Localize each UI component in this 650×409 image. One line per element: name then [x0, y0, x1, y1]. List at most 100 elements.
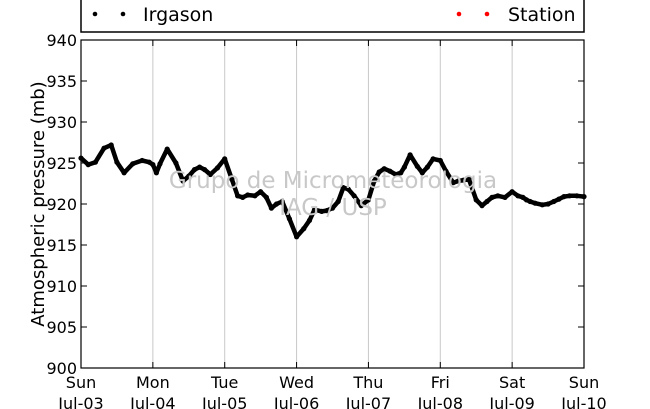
- data-point-irgason-47: [371, 178, 377, 184]
- legend-label-irgason: Irgason: [143, 4, 213, 26]
- y-tick-label-915: 915: [46, 236, 77, 255]
- x-tick-date-0: Jul-03: [57, 394, 103, 409]
- watermark: Grupo de Micrometeorologia IAG / USP: [169, 168, 497, 221]
- y-tick-label-900: 900: [46, 359, 77, 378]
- data-point-irgason-75: [527, 198, 533, 205]
- data-point-irgason-32: [279, 198, 285, 205]
- data-point-irgason-43: [345, 186, 351, 192]
- data-point-irgason-76: [532, 200, 538, 206]
- data-point-irgason-63: [460, 177, 466, 183]
- y-axis: 900 905 910 915 920 925 930 935 940: [46, 31, 584, 378]
- x-tick-date-4: Jul-07: [345, 394, 391, 409]
- data-point-irgason-53: [401, 164, 407, 170]
- data-point-irgason-11: [153, 170, 159, 176]
- data-point-irgason-45: [358, 203, 364, 209]
- legend-marker-irgason-1: [92, 11, 98, 17]
- data-point-irgason-51: [393, 171, 399, 178]
- data-point-irgason-16: [186, 173, 192, 179]
- x-tick-weekday-3: Wed: [279, 373, 314, 392]
- data-point-irgason-40: [329, 205, 336, 211]
- data-point-irgason-38: [319, 208, 325, 214]
- x-tick-weekday-1: Mon: [136, 373, 170, 392]
- y-axis-title: Atmospheric pressure (mb): [28, 81, 49, 326]
- data-point-irgason-82: [567, 193, 573, 199]
- watermark-line-1: Grupo de Micrometeorologia: [169, 168, 497, 194]
- data-point-irgason-49: [381, 166, 387, 172]
- data-point-irgason-3: [101, 145, 107, 151]
- data-point-irgason-6: [121, 170, 127, 176]
- data-point-irgason-59: [437, 157, 443, 164]
- data-point-irgason-62: [455, 178, 461, 184]
- legend-marker-station-1: [456, 11, 462, 17]
- data-point-irgason-39: [324, 208, 330, 214]
- data-point-irgason-34: [294, 234, 300, 240]
- data-point-irgason-18: [197, 164, 203, 170]
- data-point-irgason-15: [180, 178, 186, 184]
- data-point-irgason-65: [473, 197, 479, 203]
- data-point-irgason-78: [545, 201, 551, 207]
- data-point-irgason-58: [430, 156, 436, 162]
- data-point-irgason-21: [214, 165, 221, 171]
- data-point-irgason-69: [495, 193, 501, 199]
- data-point-irgason-67: [484, 198, 490, 205]
- data-point-irgason-44: [351, 193, 357, 199]
- y-tick-label-910: 910: [46, 277, 77, 296]
- data-point-irgason-20: [207, 171, 213, 178]
- data-point-irgason-36: [306, 217, 313, 223]
- data-point-irgason-77: [539, 202, 545, 208]
- data-point-irgason-41: [335, 198, 341, 205]
- data-point-irgason-70: [502, 194, 508, 200]
- data-point-irgason-8: [139, 157, 145, 164]
- data-point-irgason-26: [245, 192, 251, 198]
- x-tick-date-3: Jul-06: [273, 394, 319, 409]
- data-point-irgason-48: [376, 169, 382, 175]
- y-tick-label-930: 930: [46, 113, 77, 132]
- data-point-irgason-13: [164, 146, 170, 152]
- data-point-irgason-7: [130, 161, 136, 167]
- x-tick-date-7: Jul-10: [560, 394, 606, 409]
- data-point-irgason-27: [252, 193, 258, 199]
- data-point-irgason-5: [114, 159, 120, 165]
- x-tick-weekday-0: Sun: [66, 373, 96, 392]
- grid-lines: [152, 40, 513, 368]
- data-point-irgason-66: [479, 203, 485, 209]
- data-point-irgason-61: [450, 180, 456, 186]
- data-point-irgason-25: [240, 194, 246, 200]
- x-tick-date-6: Jul-09: [488, 394, 534, 409]
- data-point-irgason-81: [561, 194, 567, 200]
- data-point-irgason-55: [414, 163, 420, 169]
- watermark-line-2: IAG / USP: [279, 195, 387, 221]
- data-point-irgason-54: [407, 152, 413, 158]
- legend-marker-station-2: [484, 11, 490, 17]
- data-point-irgason-72: [515, 193, 521, 199]
- data-point-irgason-37: [311, 207, 318, 213]
- x-tick-weekday-4: Thu: [352, 373, 383, 392]
- data-point-irgason-31: [273, 201, 280, 207]
- data-point-irgason-24: [235, 193, 241, 199]
- data-point-irgason-42: [340, 185, 346, 191]
- data-point-irgason-14: [173, 160, 179, 166]
- y-tick-label-920: 920: [46, 195, 77, 214]
- data-point-irgason-33: [286, 216, 292, 222]
- data-point-irgason-17: [191, 167, 198, 173]
- data-point-irgason-79: [551, 198, 557, 205]
- x-tick-date-1: Jul-04: [129, 394, 175, 409]
- x-tick-weekday-2: Tue: [210, 373, 238, 392]
- y-tick-label-935: 935: [46, 72, 77, 91]
- data-point-irgason-64: [466, 176, 472, 182]
- data-point-irgason-22: [222, 156, 228, 162]
- data-point-irgason-68: [489, 194, 495, 200]
- x-tick-weekday-5: Fri: [431, 373, 450, 392]
- data-point-irgason-2: [92, 159, 98, 165]
- data-point-irgason-29: [263, 194, 269, 200]
- x-tick-weekday-7: Sun: [569, 373, 599, 392]
- data-point-irgason-83: [574, 193, 580, 199]
- x-tick-date-5: Jul-08: [417, 394, 463, 409]
- x-axis: Sun Jul-03 Mon Jul-04 Tue Jul-05 Wed Jul-06 Thu J…: [57, 40, 607, 409]
- data-point-irgason-10: [150, 162, 156, 168]
- data-point-irgason-23: [229, 176, 235, 182]
- series-irgason: [78, 142, 587, 240]
- legend-frame: [80, 0, 585, 33]
- data-point-irgason-57: [424, 164, 430, 170]
